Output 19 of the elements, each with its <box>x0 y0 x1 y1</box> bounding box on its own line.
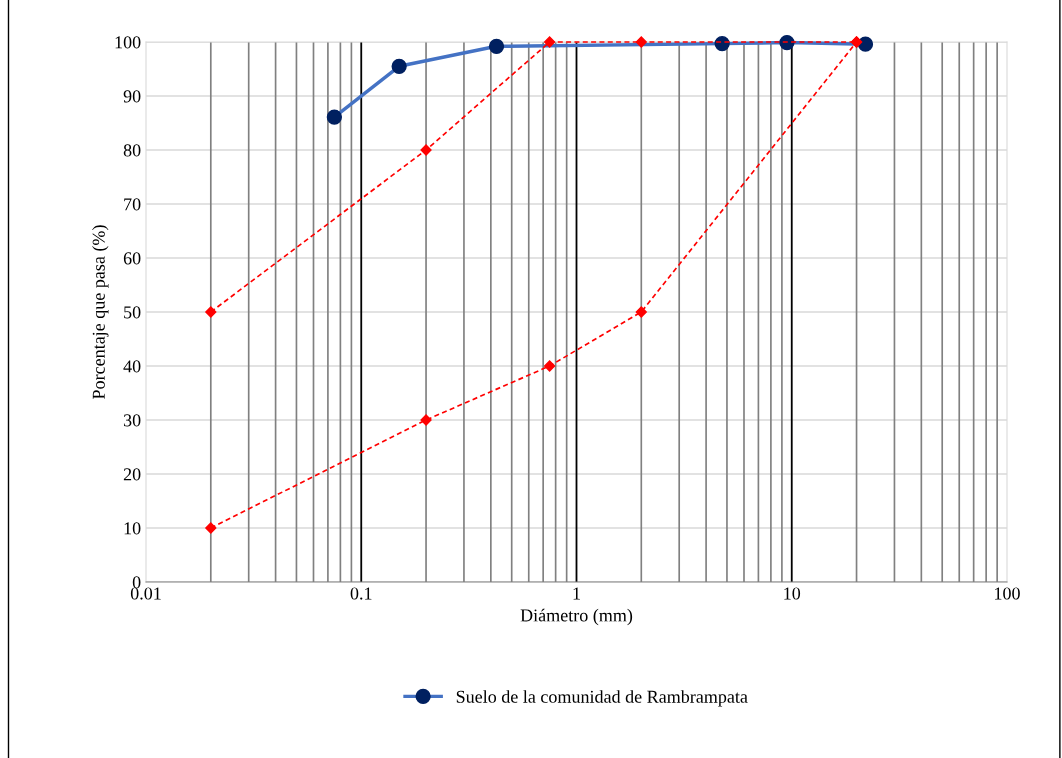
y-tick-label: 60 <box>123 252 141 265</box>
x-axis-title: Diámetro (mm) <box>520 608 633 626</box>
y-tick-label: 50 <box>124 306 141 319</box>
y-tick-label: 70 <box>124 198 141 211</box>
x-tick-label: 100 <box>995 587 1020 600</box>
x-tick-label: 1 <box>573 587 580 600</box>
y-tick-label: 20 <box>123 468 141 481</box>
y-tick-label: 40 <box>123 360 141 373</box>
x-tick-label: 0.01 <box>130 587 161 600</box>
x-tick-label: 10 <box>784 587 801 600</box>
y-tick-label: 0 <box>132 576 141 589</box>
x-tick-label: 0.1 <box>350 587 372 600</box>
y-axis-title: Porcentaje que pasa (%) <box>92 225 109 399</box>
y-tick-label: 100 <box>115 36 141 49</box>
y-tick-label: 80 <box>123 144 141 157</box>
y-tick-label: 10 <box>124 522 141 535</box>
y-tick-label: 30 <box>123 414 141 427</box>
legend-label: Suelo de la comunidad de Rambrampata <box>456 690 748 707</box>
y-tick-label: 90 <box>123 90 141 103</box>
